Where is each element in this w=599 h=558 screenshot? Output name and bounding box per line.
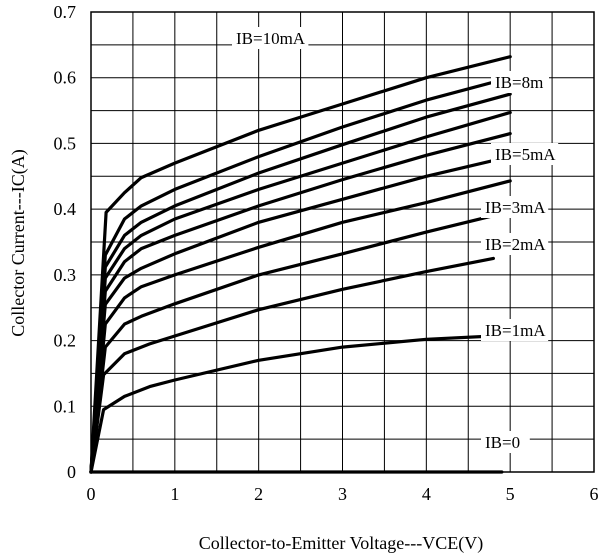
- series-label-background: [491, 143, 559, 165]
- x-axis-title: Collector-to-Emitter Voltage---VCE(V): [199, 533, 483, 554]
- y-tick-label: 0.5: [54, 133, 77, 153]
- x-tick-label: 2: [254, 484, 263, 504]
- y-tick-label: 0.2: [54, 331, 77, 351]
- y-axis-title: Collector Current---IC(A): [8, 149, 29, 336]
- series-line: [89, 155, 512, 474]
- series-label-background: [491, 71, 549, 93]
- series-label-background: [481, 233, 549, 255]
- series-line: [89, 132, 512, 474]
- series-line: [89, 179, 512, 474]
- series-line: [89, 256, 495, 474]
- y-tick-label: 0.4: [54, 199, 77, 219]
- series-label: IB=10mA: [236, 29, 306, 48]
- x-tick-label: 4: [422, 484, 431, 504]
- y-tick-label: 0.6: [54, 68, 77, 88]
- series-label-background: [481, 319, 549, 341]
- y-tick-label: 0.1: [54, 396, 77, 416]
- x-tick-label: 1: [170, 484, 179, 504]
- series-line: [89, 55, 512, 474]
- series-label: IB=0: [485, 433, 520, 452]
- tick-labels: 0 1 2 3 4 5 6 0 0.1 0.2 0.3 0.4 0.5 0.6 0.7: [54, 2, 599, 504]
- plot-frame: [90, 11, 595, 473]
- series-line: [89, 214, 495, 474]
- series-line: [89, 76, 512, 474]
- series-label: IB=8m: [495, 73, 543, 92]
- series-line: [89, 92, 512, 474]
- series-labels: IB=0 IB=1mA IB=2mA IB=3mA IB=5mA IB=8m IB=10mA: [232, 27, 559, 453]
- x-tick-label: 0: [87, 484, 96, 504]
- x-tick-label: 6: [590, 484, 599, 504]
- series-label-background: [481, 431, 530, 453]
- series-label: IB=1mA: [485, 321, 546, 340]
- series-label: IB=3mA: [485, 198, 546, 217]
- series-label-background: [232, 27, 309, 49]
- series-line: [89, 334, 495, 474]
- x-tick-label: 3: [338, 484, 347, 504]
- series-label: IB=5mA: [495, 145, 556, 164]
- y-tick-label: 0.7: [54, 2, 77, 22]
- series-label: IB=2mA: [485, 235, 546, 254]
- series-label-background: [481, 196, 549, 218]
- plot-border: [90, 11, 595, 473]
- x-tick-label: 5: [506, 484, 515, 504]
- y-tick-label: 0: [67, 462, 76, 482]
- y-tick-label: 0.3: [54, 265, 77, 285]
- series-line: [89, 110, 512, 474]
